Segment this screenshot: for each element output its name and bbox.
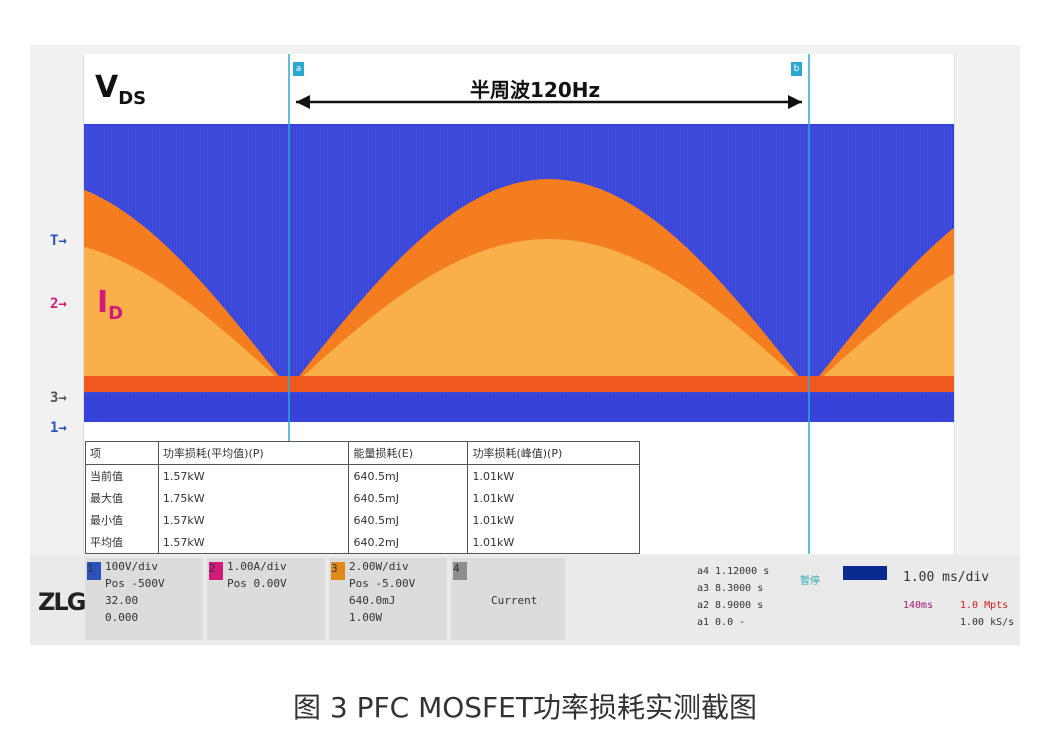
record-length: 140ms xyxy=(903,600,934,611)
table-cell: 1.75kW xyxy=(158,487,350,509)
id-baseline xyxy=(84,376,954,392)
cursor-a2-readout: a2 8.9000 s xyxy=(697,600,764,611)
channel-4-label: Current xyxy=(491,594,538,607)
figure-caption: 图 3 PFC MOSFET功率损耗实测截图 xyxy=(293,691,757,724)
channel-1-panel[interactable]: 1 100V/div Pos -500V 32.00 0.000 xyxy=(85,558,203,640)
channel-3-badge: 3 xyxy=(331,562,345,580)
channel-3-extra: 1.00W xyxy=(349,611,383,624)
id-label: ID xyxy=(97,285,124,324)
acquisition-indicator xyxy=(843,566,887,580)
table-cell: 当前值 xyxy=(85,464,159,487)
cursor-a1-readout: a1 0.0 - xyxy=(697,617,746,628)
id-waveform-core xyxy=(289,239,809,389)
cursor-a4-readout: a4 1.12000 s xyxy=(697,566,770,577)
table-header: 能量损耗(E) xyxy=(348,441,469,465)
table-cell: 640.5mJ xyxy=(348,509,469,531)
channel-3-marker[interactable]: 3→ xyxy=(50,390,67,406)
channel-1-offset: 32.00 xyxy=(105,594,139,607)
cursor-a-tag[interactable]: a xyxy=(293,62,304,76)
arrow-left-icon xyxy=(296,95,310,109)
channel-2-badge: 2 xyxy=(209,562,223,580)
channel-4-badge: 4 xyxy=(453,562,467,580)
channel-3-offset: 640.0mJ xyxy=(349,594,396,607)
table-cell: 1.01kW xyxy=(467,509,640,531)
table-cell: 1.01kW xyxy=(467,464,640,487)
timebase-readout[interactable]: 1.00 ms/div xyxy=(903,570,990,585)
table-cell: 最大值 xyxy=(85,487,159,509)
table-cell: 640.5mJ xyxy=(348,464,469,487)
table-cell: 最小值 xyxy=(85,509,159,531)
channel-1-position: Pos -500V xyxy=(105,577,165,590)
table-cell: 平均值 xyxy=(85,531,159,554)
table-cell: 1.57kW xyxy=(158,509,350,531)
channel-2-panel[interactable]: 2 1.00A/div Pos 0.00V xyxy=(207,558,325,640)
table-cell: 1.57kW xyxy=(158,464,350,487)
channel-2-offset xyxy=(227,594,323,611)
half-cycle-label: 半周波120Hz xyxy=(470,78,601,102)
trigger-rate-readout: 1.00 kS/s xyxy=(960,617,1015,628)
id-waveform-core xyxy=(809,273,954,389)
vds-label: VDS xyxy=(95,70,147,109)
waveform-plot xyxy=(84,54,954,554)
channel-2-marker[interactable]: 2→ xyxy=(50,296,67,312)
vds-low-band xyxy=(84,394,954,422)
channel-2-scale: 1.00A/div xyxy=(227,560,287,573)
table-cell: 640.2mJ xyxy=(348,531,469,554)
measurement-table: 项 功率损耗(平均值)(P) 能量损耗(E) 功率损耗(峰值)(P) 当前值 1… xyxy=(85,441,640,554)
waveform-display xyxy=(83,54,955,554)
cursor-a3-readout: a3 8.3000 s xyxy=(697,583,764,594)
channel-3-scale: 2.00W/div xyxy=(349,560,409,573)
cursor-b-tag[interactable]: b xyxy=(791,62,802,76)
channel-3-position: Pos -5.00V xyxy=(349,577,416,590)
id-waveform-core xyxy=(84,246,289,389)
table-cell: 1.01kW xyxy=(467,487,640,509)
table-header-row: 项 功率损耗(平均值)(P) 能量损耗(E) 功率损耗(峰值)(P) xyxy=(85,441,640,465)
channel-1-scale: 100V/div xyxy=(105,560,158,573)
channel-2-extra xyxy=(227,611,323,628)
table-row: 平均值 1.57kW 640.2mJ 1.01kW xyxy=(85,531,640,554)
channel-1-extra: 0.000 xyxy=(105,611,139,624)
channel-1-badge: 1 xyxy=(87,562,101,580)
table-header: 功率损耗(平均值)(P) xyxy=(158,441,350,465)
table-header: 项 xyxy=(85,441,159,465)
table-cell: 640.5mJ xyxy=(348,487,469,509)
zlg-logo: ZLG xyxy=(38,588,86,616)
trigger-marker[interactable]: T→ xyxy=(50,233,67,249)
table-row: 当前值 1.57kW 640.5mJ 1.01kW xyxy=(85,464,640,487)
channel-4-panel[interactable]: 4 Current xyxy=(451,558,565,640)
channel-1-marker[interactable]: 1→ xyxy=(50,420,67,436)
acquisition-mode[interactable]: 暂停 xyxy=(800,576,820,587)
table-row: 最大值 1.75kW 640.5mJ 1.01kW xyxy=(85,487,640,509)
table-cell: 1.57kW xyxy=(158,531,350,554)
arrow-right-icon xyxy=(788,95,802,109)
sample-rate-readout: 1.0 Mpts xyxy=(960,600,1009,611)
table-header: 功率损耗(峰值)(P) xyxy=(467,441,640,465)
channel-2-position: Pos 0.00V xyxy=(227,577,287,590)
channel-3-panel[interactable]: 3 2.00W/div Pos -5.00V 640.0mJ 1.00W xyxy=(329,558,447,640)
table-cell: 1.01kW xyxy=(467,531,640,554)
table-row: 最小值 1.57kW 640.5mJ 1.01kW xyxy=(85,509,640,531)
